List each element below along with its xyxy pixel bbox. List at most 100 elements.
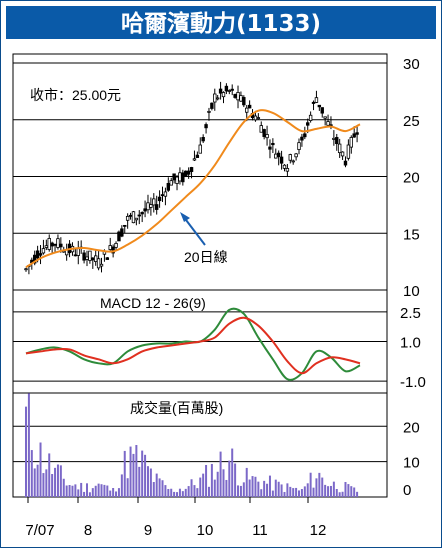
x-tick-label: 7/07	[25, 522, 54, 539]
candle-body	[274, 153, 278, 159]
candle-body	[149, 204, 153, 208]
candle-body	[53, 243, 57, 246]
volume-bar	[207, 486, 210, 497]
ma20-line	[25, 109, 361, 269]
candle-body	[76, 248, 80, 256]
macd-title: MACD 12 - 26(9)	[100, 295, 206, 311]
macd-tick-label: 1.0	[400, 335, 421, 352]
candle-body	[262, 129, 266, 137]
candle-body	[320, 107, 324, 114]
volume-bar	[263, 480, 266, 497]
volume-bar	[126, 478, 129, 497]
candle-body	[181, 172, 185, 183]
volume-bar	[158, 478, 161, 497]
volume-bar	[155, 473, 158, 497]
volume-bar	[283, 491, 286, 497]
volume-bar	[36, 464, 39, 497]
price-tick-label: 10	[403, 283, 420, 300]
volume-bar	[83, 491, 86, 497]
ma20-arrow-head	[180, 212, 190, 222]
volume-bar	[324, 484, 327, 497]
candle-body	[44, 245, 49, 248]
volume-bar	[71, 485, 74, 497]
volume-title: 成交量(百萬股)	[130, 400, 223, 416]
candle-body	[300, 136, 304, 141]
candle-body	[91, 257, 95, 261]
candle-body	[233, 94, 237, 98]
candle-body	[114, 242, 118, 248]
volume-bars	[25, 393, 359, 497]
volume-bar	[315, 478, 318, 497]
candle-body	[59, 243, 63, 248]
candle-body	[125, 215, 130, 221]
volume-bar	[303, 486, 306, 497]
candle-body	[218, 88, 223, 94]
volume-bar	[268, 475, 271, 497]
volume-bar	[94, 485, 97, 497]
volume-bar	[123, 450, 126, 497]
title-bar	[6, 6, 436, 39]
candle-body	[195, 154, 200, 158]
candle-body	[340, 151, 345, 157]
candle-body	[239, 95, 243, 102]
volume-bar	[85, 483, 88, 497]
candle-body	[201, 137, 205, 142]
volume-bar	[100, 484, 103, 497]
candle-body	[253, 115, 258, 121]
candle-body	[256, 117, 261, 119]
candle-body	[99, 263, 104, 267]
volume-bar	[62, 478, 65, 497]
volume-bar	[286, 483, 289, 497]
candle-body	[120, 228, 124, 237]
volume-bar	[106, 485, 109, 497]
volume-bar	[42, 473, 45, 497]
candle-body	[297, 142, 301, 150]
volume-bar	[164, 485, 167, 497]
candle-body	[207, 110, 211, 113]
volume-bar	[30, 450, 33, 497]
x-tick-label: 9	[144, 522, 152, 539]
volume-bar	[170, 488, 173, 497]
candle-body	[50, 242, 54, 247]
candle-body	[117, 231, 121, 242]
ma20-arrow-shaft	[182, 215, 206, 246]
candle-body	[152, 198, 156, 206]
volume-bar	[51, 474, 54, 497]
volume-bar	[274, 479, 277, 497]
volume-bar	[225, 479, 228, 497]
volume-bar	[239, 485, 242, 497]
volume-bar	[181, 491, 184, 497]
volume-bar	[245, 467, 248, 497]
volume-bar	[312, 487, 315, 497]
volume-bar	[356, 491, 359, 497]
candle-body	[175, 176, 179, 184]
candle-body	[326, 121, 330, 126]
volume-bar	[306, 483, 309, 497]
candle-body	[24, 268, 28, 271]
chart-title: 哈爾濱動力(1133)	[121, 10, 321, 37]
candle-body	[128, 214, 133, 217]
candle-body	[105, 257, 110, 260]
volume-panel: 20 10 0 成交量(百萬股)	[13, 393, 420, 499]
volume-bar	[184, 488, 187, 497]
volume-tick-label: 20	[403, 419, 420, 436]
volume-bar	[327, 486, 330, 497]
candle-body	[85, 256, 89, 260]
candle-body	[323, 116, 327, 119]
volume-bar	[120, 474, 123, 497]
volume-bar	[178, 488, 181, 497]
candle-body	[94, 255, 98, 262]
volume-bar	[199, 477, 202, 497]
volume-bar	[257, 481, 260, 497]
volume-bar	[295, 487, 298, 497]
volume-bar	[59, 465, 62, 497]
volume-tick-label: 10	[403, 455, 420, 472]
candle-body	[172, 173, 176, 181]
candle-body	[178, 172, 182, 182]
price-tick-label: 15	[403, 226, 420, 243]
volume-bar	[347, 484, 350, 497]
volume-bar	[146, 466, 149, 497]
candle-body	[210, 102, 214, 109]
volume-bar	[112, 488, 115, 497]
candle-body	[140, 212, 144, 215]
